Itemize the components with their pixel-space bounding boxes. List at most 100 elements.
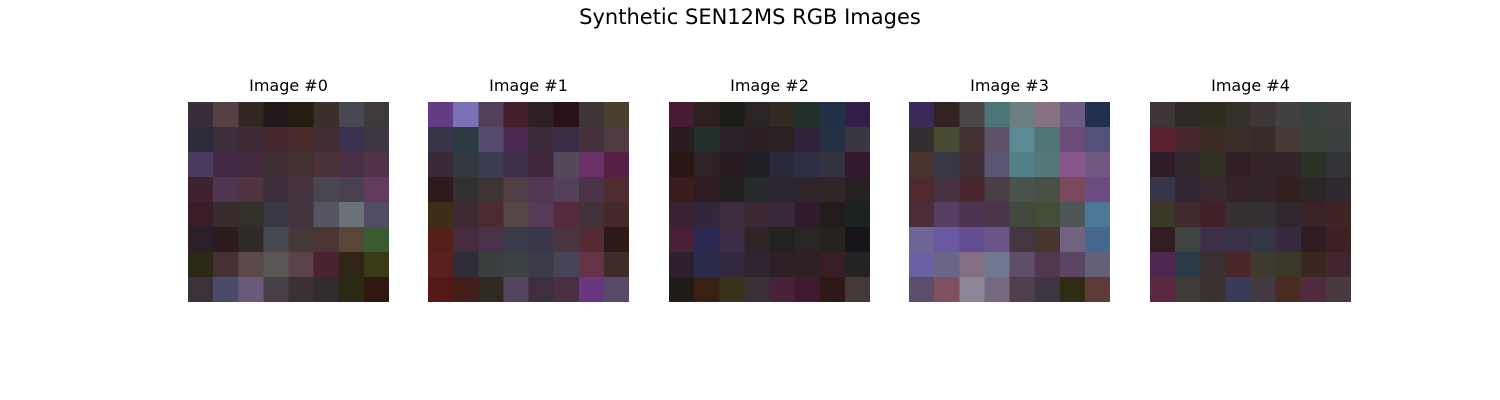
pixel-cell — [819, 177, 846, 203]
pixel-cell — [984, 277, 1011, 302]
pixel-cell — [959, 177, 985, 203]
pixel-cell — [1225, 127, 1252, 153]
pixel-cell — [1084, 277, 1110, 302]
pixel-cell — [453, 152, 479, 178]
pixel-cell — [503, 277, 530, 302]
pixel-cell — [1175, 127, 1201, 153]
pixel-cell — [1059, 202, 1086, 228]
pixel-cell — [553, 277, 580, 302]
pixel-cell — [363, 277, 389, 302]
pixel-cell — [263, 152, 290, 178]
pixel-cell — [844, 152, 870, 178]
pixel-cell — [984, 152, 1011, 178]
pixel-cell — [313, 277, 340, 302]
pixel-cell — [288, 227, 315, 253]
pixel-cell — [1225, 277, 1252, 302]
pixel-cell — [578, 252, 605, 278]
panel-title: Image #0 — [249, 76, 328, 95]
pixel-cell — [1300, 252, 1327, 278]
pixel-cell — [1250, 127, 1277, 153]
pixel-cell — [478, 277, 504, 302]
pixel-cell — [959, 152, 985, 178]
pixel-cell — [844, 127, 870, 153]
pixel-cell — [1200, 277, 1226, 302]
pixel-cell — [238, 127, 264, 153]
pixel-cell — [719, 202, 745, 228]
pixel-cell — [984, 252, 1011, 278]
pixel-cell — [984, 202, 1011, 228]
pixel-cell — [819, 127, 846, 153]
pixel-cell — [669, 227, 695, 253]
pixel-cell — [794, 102, 821, 128]
pixel-cell — [338, 177, 365, 203]
pixel-cell — [984, 102, 1011, 128]
pixel-cell — [1084, 152, 1110, 178]
pixel-cell — [1059, 277, 1086, 302]
pixel-cell — [338, 127, 365, 153]
pixel-cell — [1009, 177, 1036, 203]
pixel-cell — [238, 277, 264, 302]
pixel-cell — [578, 127, 605, 153]
pixel-cell — [744, 102, 771, 128]
image-grid-2 — [669, 102, 870, 302]
pixel-cell — [288, 252, 315, 278]
pixel-cell — [478, 152, 504, 178]
pixel-cell — [1275, 227, 1302, 253]
pixel-cell — [984, 127, 1011, 153]
image-panel-4: Image #4 — [1150, 76, 1351, 302]
pixel-cell — [719, 277, 745, 302]
pixel-cell — [503, 252, 530, 278]
pixel-cell — [1009, 277, 1036, 302]
pixel-cell — [553, 152, 580, 178]
pixel-cell — [744, 252, 771, 278]
pixel-cell — [453, 177, 479, 203]
image-panel-0: Image #0 — [188, 76, 389, 302]
pixel-cell — [553, 102, 580, 128]
pixel-cell — [1150, 202, 1176, 228]
pixel-cell — [503, 177, 530, 203]
pixel-cell — [744, 277, 771, 302]
pixel-cell — [1009, 227, 1036, 253]
pixel-cell — [313, 177, 340, 203]
pixel-cell — [428, 277, 454, 302]
pixel-cell — [603, 202, 629, 228]
pixel-cell — [719, 252, 745, 278]
pixel-cell — [363, 152, 389, 178]
pixel-cell — [213, 177, 239, 203]
pixel-cell — [453, 277, 479, 302]
pixel-cell — [909, 227, 935, 253]
pixel-cell — [694, 102, 720, 128]
pixel-cell — [338, 277, 365, 302]
pixel-cell — [1275, 277, 1302, 302]
pixel-cell — [1225, 177, 1252, 203]
pixel-cell — [794, 177, 821, 203]
pixel-cell — [1009, 127, 1036, 153]
pixel-cell — [1084, 202, 1110, 228]
pixel-cell — [338, 152, 365, 178]
pixel-cell — [1175, 252, 1201, 278]
image-panel-2: Image #2 — [669, 76, 870, 302]
pixel-cell — [1009, 202, 1036, 228]
pixel-cell — [694, 227, 720, 253]
pixel-cell — [1300, 127, 1327, 153]
pixel-cell — [1034, 277, 1061, 302]
panel-title: Image #3 — [970, 76, 1049, 95]
pixel-cell — [1275, 102, 1302, 128]
pixel-cell — [338, 202, 365, 228]
pixel-cell — [453, 127, 479, 153]
pixel-cell — [213, 202, 239, 228]
pixel-cell — [1250, 102, 1277, 128]
pixel-cell — [1034, 202, 1061, 228]
pixel-cell — [794, 152, 821, 178]
pixel-cell — [719, 227, 745, 253]
pixel-cell — [769, 102, 796, 128]
pixel-cell — [984, 177, 1011, 203]
pixel-cell — [934, 177, 960, 203]
pixel-cell — [603, 227, 629, 253]
pixel-cell — [669, 252, 695, 278]
pixel-cell — [844, 202, 870, 228]
pixel-cell — [1300, 102, 1327, 128]
pixel-cell — [1034, 227, 1061, 253]
pixel-cell — [1250, 227, 1277, 253]
pixel-cell — [313, 252, 340, 278]
